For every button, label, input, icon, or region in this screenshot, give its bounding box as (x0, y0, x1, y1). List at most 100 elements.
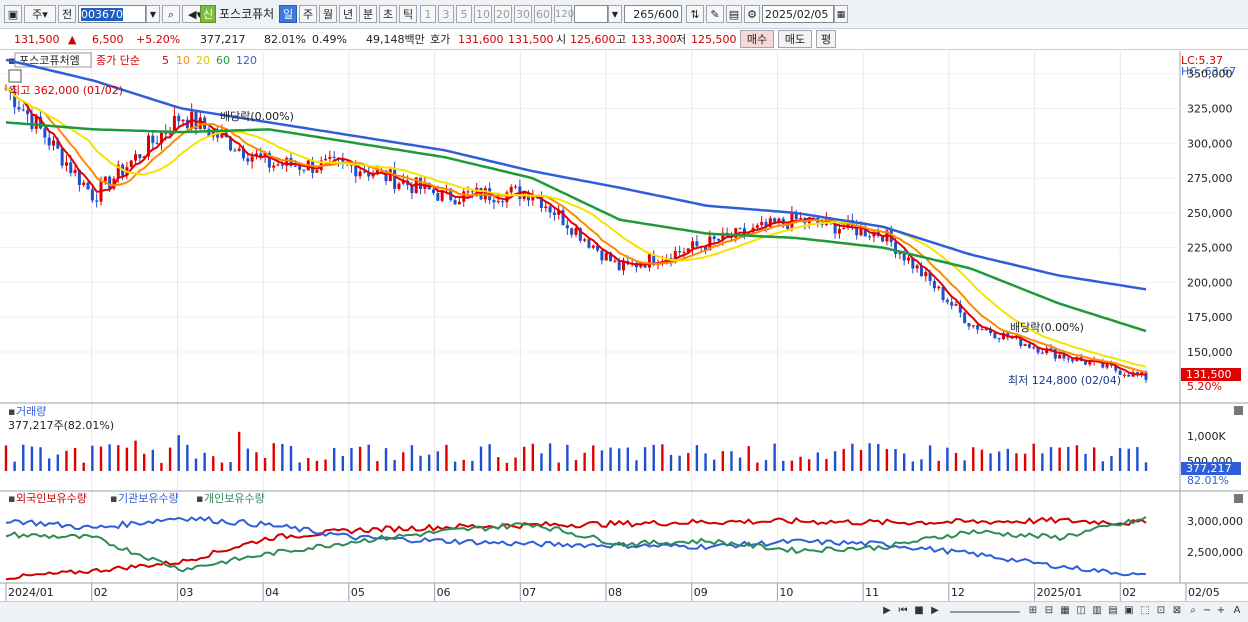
tool-icon-2[interactable]: ⊟ (1044, 605, 1054, 616)
tab-day[interactable]: 일 (279, 5, 297, 23)
tab-minute[interactable]: 분 (359, 5, 377, 23)
volume-bar (56, 454, 60, 471)
search-icon[interactable]: ⌕ (162, 5, 180, 23)
candle-body (293, 165, 297, 167)
candle-body (436, 193, 440, 201)
candle-body (492, 200, 496, 203)
volume-bar (65, 450, 68, 471)
count-input[interactable]: 265/600 (624, 5, 682, 23)
calendar-icon[interactable]: ▦ (834, 5, 848, 23)
zoom-in-icon[interactable]: + (1216, 605, 1226, 616)
tab-month[interactable]: 월 (319, 5, 337, 23)
x-tick-label: 10 (779, 586, 793, 599)
volume-bar (600, 450, 604, 471)
volume-bar (833, 451, 837, 471)
candle-body (138, 154, 142, 159)
zoom-out-icon[interactable]: − (1202, 605, 1212, 616)
tab-week[interactable]: 주 (299, 5, 317, 23)
stock-code-input[interactable]: 003670 (78, 5, 146, 23)
volume-bar (479, 446, 483, 471)
volume-bar (108, 444, 111, 471)
chart-area[interactable]: ▪ 포스코퓨처엠 종가 단순 5 10 20 60 120 LC:5.37 HC… (0, 51, 1248, 603)
text-size-icon[interactable]: A (1233, 605, 1241, 616)
low-annotation: 최저 124,800 (02/04) (1008, 374, 1121, 387)
volume-bar (592, 445, 595, 471)
price-tick-label: 225,000 (1187, 242, 1233, 255)
num-tab-20[interactable]: 20 (494, 5, 512, 23)
tab-year[interactable]: 년 (339, 5, 357, 23)
candle-body (13, 91, 17, 108)
zoom-search-icon[interactable]: ⌕ (1190, 605, 1196, 616)
volume-bar (1015, 453, 1018, 471)
price-tick-label: 350,000 (1187, 68, 1233, 81)
scroll-right-icon[interactable]: ▶ (883, 605, 891, 616)
tool-icon-9[interactable]: ⊡ (1156, 605, 1166, 616)
draw-icon[interactable]: ✎ (706, 5, 724, 23)
period-toggle[interactable]: 전 (58, 5, 76, 23)
type-select[interactable]: 주▾ (24, 5, 56, 23)
chevron-down-icon[interactable]: ▼ (608, 5, 622, 23)
tool-icon-1[interactable]: ⊞ (1028, 605, 1038, 616)
save-icon[interactable]: ▤ (726, 5, 742, 23)
holding-legend-individual: 개인보유수량 (204, 492, 265, 505)
volume-bar (609, 447, 612, 471)
date-input[interactable]: 2025/02/05 (762, 5, 834, 23)
tool-icon-8[interactable]: ⬚ (1140, 605, 1150, 616)
candle-body (514, 186, 518, 188)
candle-body (56, 140, 60, 149)
holding-line-individual (5, 516, 1147, 573)
volume-bar (652, 444, 655, 471)
x-tick-label: 2025/01 (1037, 586, 1083, 599)
candle-body (898, 252, 902, 254)
buy-button[interactable]: 매수 (740, 30, 774, 48)
candle-body (90, 189, 94, 201)
chevron-down-icon[interactable]: ▼ (146, 5, 160, 23)
indicator-icon[interactable]: ⇅ (686, 5, 704, 23)
tab-second[interactable]: 초 (379, 5, 397, 23)
custom-period-input[interactable] (574, 5, 608, 23)
tool-icon-7[interactable]: ▣ (1124, 605, 1134, 616)
scroll-first-icon[interactable]: ⏮ (898, 605, 908, 616)
x-tick-label: 02 (94, 586, 108, 599)
candle-body (863, 227, 867, 237)
tool-icon-4[interactable]: ◫ (1076, 605, 1086, 616)
extra-button[interactable]: 평 (816, 30, 836, 48)
low-price: 125,500 (691, 33, 737, 46)
volume-panel-close-icon[interactable] (1234, 406, 1243, 415)
tool-icon-10[interactable]: ⊠ (1172, 605, 1182, 616)
zoom-slider[interactable] (950, 611, 1020, 613)
num-tab-1[interactable]: 1 (420, 5, 436, 23)
x-tick-label: 12 (951, 586, 965, 599)
num-tab-120[interactable]: 120 (554, 5, 574, 23)
candle-body (151, 135, 155, 143)
candle-body (181, 119, 185, 122)
volume-bar (825, 458, 828, 471)
candle-body (414, 177, 418, 193)
legend-ma10: 10 (176, 54, 190, 67)
num-tab-3[interactable]: 3 (438, 5, 454, 23)
legend-stock-name[interactable]: 포스코퓨처엠 (19, 54, 80, 67)
price-chart-svg[interactable]: ▪ 포스코퓨처엠 종가 단순 5 10 20 60 120 LC:5.37 HC… (0, 51, 1248, 603)
ma-line-60 (5, 121, 1147, 333)
tab-tick[interactable]: 틱 (399, 5, 417, 23)
num-tab-5[interactable]: 5 (456, 5, 472, 23)
candle-body (764, 221, 768, 227)
window-icon[interactable]: ▣ (4, 5, 22, 23)
volume-bar (82, 462, 85, 471)
gear-icon[interactable]: ⚙ (744, 5, 760, 23)
tool-icon-3[interactable]: ▦ (1060, 605, 1070, 616)
holding-panel-close-icon[interactable] (1234, 494, 1243, 503)
num-tab-10[interactable]: 10 (474, 5, 492, 23)
candle-body (30, 114, 34, 129)
stop-icon[interactable]: ■ (914, 605, 924, 616)
num-tab-30[interactable]: 30 (514, 5, 532, 23)
holding-line-foreign (5, 516, 1147, 581)
candle-body (768, 218, 772, 227)
tool-icon-5[interactable]: ▥ (1092, 605, 1102, 616)
tool-icon-6[interactable]: ▤ (1108, 605, 1118, 616)
volume-bar (471, 460, 474, 471)
sell-button[interactable]: 매도 (778, 30, 812, 48)
num-tab-60[interactable]: 60 (534, 5, 552, 23)
volume-bar (367, 444, 370, 471)
play-icon[interactable]: ▶ (931, 605, 939, 616)
